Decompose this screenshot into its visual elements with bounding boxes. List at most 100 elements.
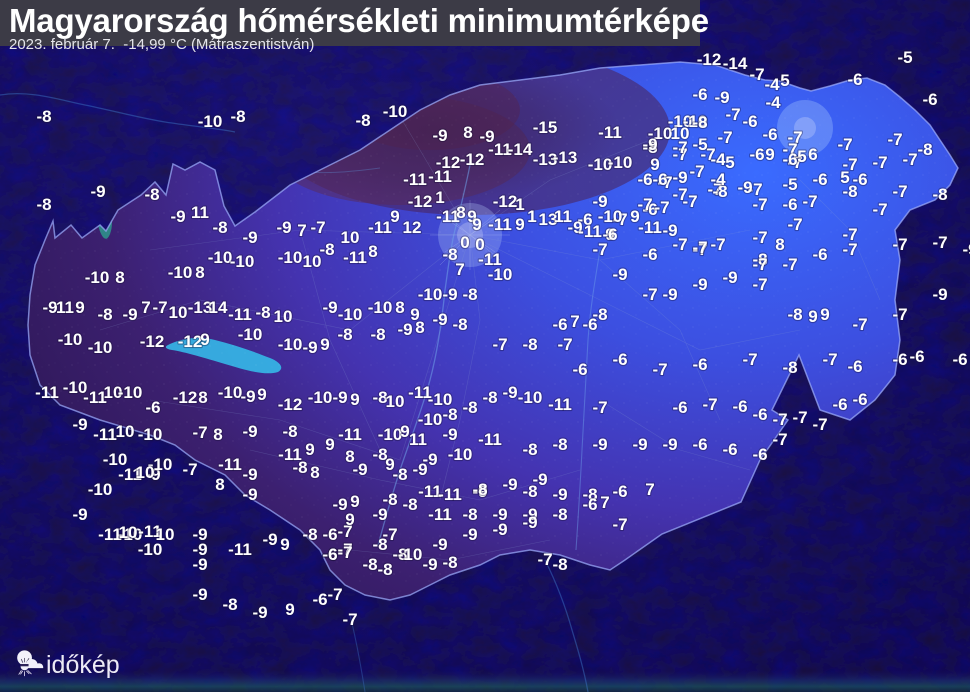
svg-text:-6: -6	[572, 360, 587, 379]
svg-text:-8: -8	[472, 480, 487, 499]
svg-text:-7: -7	[182, 460, 197, 479]
svg-text:-9: -9	[322, 298, 337, 317]
svg-text:8: 8	[195, 263, 204, 282]
svg-text:-9: -9	[932, 285, 947, 304]
svg-text:-10: -10	[230, 252, 255, 271]
svg-text:-7: -7	[710, 235, 725, 254]
svg-text:7: 7	[297, 221, 306, 240]
svg-text:-7: -7	[689, 162, 704, 181]
svg-text:-7: -7	[682, 192, 697, 211]
svg-text:-7: -7	[537, 550, 552, 569]
svg-text:-6: -6	[892, 350, 907, 369]
svg-text:-10: -10	[58, 330, 83, 349]
svg-text:-9: -9	[692, 275, 707, 294]
svg-text:-8: -8	[355, 111, 370, 130]
svg-text:-10: -10	[418, 285, 443, 304]
svg-text:-4: -4	[765, 93, 781, 112]
svg-text:14: 14	[209, 298, 228, 317]
svg-text:-10: -10	[518, 388, 543, 407]
svg-text:10: 10	[341, 228, 360, 247]
svg-text:-6: -6	[742, 112, 757, 131]
svg-text:9: 9	[200, 330, 209, 349]
svg-text:8: 8	[213, 425, 222, 444]
svg-text:8: 8	[775, 235, 784, 254]
svg-text:-10: -10	[278, 248, 303, 267]
svg-text:-6: -6	[749, 145, 764, 164]
svg-text:-9: -9	[502, 475, 517, 494]
svg-text:-7: -7	[892, 182, 907, 201]
svg-text:-7: -7	[692, 238, 707, 257]
svg-text:-7: -7	[822, 350, 837, 369]
svg-text:-9: -9	[592, 435, 607, 454]
svg-text:-6: -6	[732, 397, 747, 416]
svg-text:-10: -10	[398, 545, 423, 564]
svg-text:-12: -12	[697, 50, 722, 69]
svg-text:-6: -6	[612, 482, 627, 501]
svg-text:-11: -11	[478, 430, 502, 449]
svg-text:-9: -9	[737, 178, 752, 197]
svg-text:-8: -8	[372, 535, 387, 554]
svg-text:-11: -11	[428, 505, 452, 524]
svg-text:-8: -8	[452, 315, 467, 334]
svg-text:-10: -10	[88, 480, 113, 499]
svg-text:10: 10	[169, 303, 188, 322]
svg-text:-6: -6	[922, 90, 937, 109]
svg-text:-14: -14	[508, 140, 533, 159]
svg-text:-11: -11	[403, 170, 427, 189]
svg-text:-9: -9	[122, 305, 137, 324]
svg-text:-6: -6	[832, 395, 847, 414]
svg-text:-6: -6	[582, 315, 597, 334]
svg-text:-11: -11	[343, 248, 367, 267]
svg-text:-6: -6	[145, 398, 160, 417]
svg-text:10: 10	[386, 392, 405, 411]
svg-text:-9: -9	[612, 265, 627, 284]
svg-text:9: 9	[350, 390, 359, 409]
svg-text:-7: -7	[892, 305, 907, 324]
svg-text:8: 8	[215, 475, 224, 494]
svg-text:-7: -7	[557, 335, 572, 354]
svg-text:-9: -9	[90, 182, 105, 201]
svg-text:-8: -8	[362, 555, 377, 574]
svg-text:-11: -11	[488, 215, 512, 234]
svg-text:-7: -7	[752, 275, 767, 294]
svg-text:-9: -9	[242, 465, 257, 484]
svg-text:9: 9	[280, 535, 289, 554]
svg-text:-9: -9	[432, 535, 447, 554]
svg-text:1: 1	[515, 195, 524, 214]
svg-text:-11: -11	[438, 485, 462, 504]
svg-text:11: 11	[409, 430, 427, 449]
svg-text:-8: -8	[782, 358, 797, 377]
svg-text:-7: -7	[152, 298, 167, 317]
svg-text:-9: -9	[352, 460, 367, 479]
svg-text:-7: -7	[772, 410, 787, 429]
svg-text:-8: -8	[302, 525, 317, 544]
svg-text:-7: -7	[752, 255, 767, 274]
svg-text:10: 10	[136, 463, 155, 482]
svg-text:-10: -10	[138, 540, 163, 559]
svg-text:-11: -11	[35, 383, 59, 402]
svg-text:-6: -6	[637, 170, 652, 189]
svg-text:-8: -8	[144, 185, 159, 204]
svg-text:-11: -11	[578, 222, 602, 241]
svg-text:-9: -9	[432, 126, 447, 145]
svg-text:-9: -9	[397, 320, 412, 339]
svg-text:-14: -14	[723, 54, 748, 73]
svg-text:-10: -10	[338, 305, 363, 324]
svg-text:-7: -7	[637, 195, 652, 214]
svg-text:-7: -7	[892, 235, 907, 254]
svg-text:-10: -10	[138, 425, 163, 444]
svg-text:9: 9	[765, 145, 774, 164]
svg-text:-8: -8	[402, 495, 417, 514]
svg-text:-9: -9	[192, 555, 207, 574]
svg-text:-8: -8	[255, 303, 270, 322]
svg-text:-6: -6	[782, 150, 797, 169]
svg-text:9: 9	[515, 215, 524, 234]
svg-text:5: 5	[780, 71, 789, 90]
svg-text:-6: -6	[852, 390, 867, 409]
svg-text:-4: -4	[764, 75, 780, 94]
svg-text:-8: -8	[552, 555, 567, 574]
svg-text:-6: -6	[322, 525, 337, 544]
svg-text:-9: -9	[432, 310, 447, 329]
svg-text:8: 8	[115, 268, 124, 287]
svg-text:-9: -9	[462, 525, 477, 544]
